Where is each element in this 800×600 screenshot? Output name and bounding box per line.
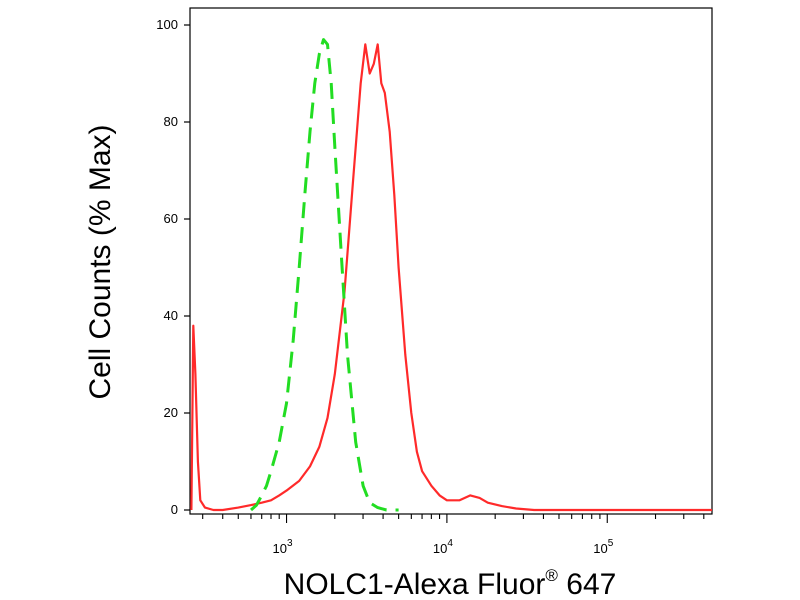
x-axis-title-suffix: 647 bbox=[558, 568, 616, 600]
x-axis-ticks: 103 104 105 bbox=[202, 514, 705, 556]
plot-frame bbox=[189, 7, 713, 515]
y-tick-label: 20 bbox=[164, 405, 178, 420]
x-tick-label: 105 bbox=[593, 538, 613, 556]
sample-series-line bbox=[190, 43, 712, 512]
y-axis-ticks: 0 20 40 60 80 100 bbox=[156, 17, 190, 517]
series-layer bbox=[190, 38, 712, 512]
y-axis-title: Cell Counts (% Max) bbox=[84, 124, 117, 399]
y-tick-label: 80 bbox=[164, 114, 178, 129]
y-tick-label: 0 bbox=[171, 502, 178, 517]
control-series-line bbox=[250, 38, 399, 512]
x-axis-title-superscript: ® bbox=[545, 566, 558, 585]
y-tick-label: 100 bbox=[156, 17, 178, 32]
x-axis-title: NOLC1-Alexa Fluor® 647 bbox=[284, 566, 617, 600]
y-tick-label: 60 bbox=[164, 211, 178, 226]
x-axis-title-main: NOLC1-Alexa Fluor bbox=[284, 568, 546, 600]
y-tick-label: 40 bbox=[164, 308, 178, 323]
x-tick-label: 103 bbox=[273, 538, 293, 556]
x-tick-label: 104 bbox=[433, 538, 453, 556]
